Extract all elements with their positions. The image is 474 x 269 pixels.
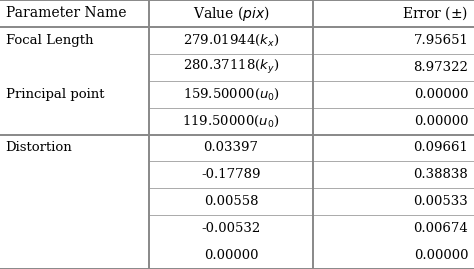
Text: 0.09661: 0.09661: [413, 141, 468, 154]
Text: Focal Length: Focal Length: [6, 34, 93, 47]
Text: Value ($\mathit{pix}$): Value ($\mathit{pix}$): [192, 4, 270, 23]
Text: -0.00532: -0.00532: [201, 222, 261, 235]
Text: 0.00558: 0.00558: [204, 195, 258, 208]
Text: Parameter Name: Parameter Name: [6, 6, 126, 20]
Text: Error ($\pm$): Error ($\pm$): [402, 5, 468, 22]
Text: 7.95651: 7.95651: [413, 34, 468, 47]
Text: 0.00000: 0.00000: [414, 115, 468, 128]
Text: -0.17789: -0.17789: [201, 168, 261, 181]
Text: 8.97322: 8.97322: [413, 61, 468, 74]
Text: 0.00674: 0.00674: [413, 222, 468, 235]
Text: Principal point: Principal point: [6, 88, 104, 101]
Text: 0.38838: 0.38838: [413, 168, 468, 181]
Text: 280.37118($k_y$): 280.37118($k_y$): [183, 58, 279, 76]
Text: 119.50000($u_0$): 119.50000($u_0$): [182, 114, 280, 129]
Text: 0.03397: 0.03397: [203, 141, 259, 154]
Text: 0.00000: 0.00000: [204, 249, 258, 262]
Text: 0.00533: 0.00533: [413, 195, 468, 208]
Text: 0.00000: 0.00000: [414, 88, 468, 101]
Text: 159.50000($u_0$): 159.50000($u_0$): [182, 87, 280, 102]
Text: Distortion: Distortion: [6, 141, 73, 154]
Text: 279.01944($k_x$): 279.01944($k_x$): [183, 33, 279, 48]
Text: 0.00000: 0.00000: [414, 249, 468, 262]
